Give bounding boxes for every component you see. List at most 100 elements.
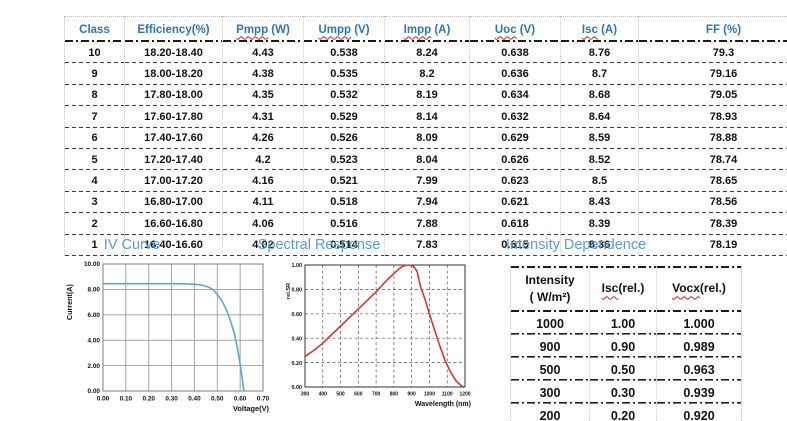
table-cell: 200 bbox=[510, 404, 590, 421]
table-cell: 4.35 bbox=[222, 84, 304, 107]
y-tick-label: 0.20 bbox=[292, 361, 303, 367]
table-cell: 8 bbox=[64, 84, 125, 107]
table-row: 200 0.20 0.920 bbox=[510, 404, 742, 421]
table-cell: 7.88 bbox=[384, 213, 470, 235]
column-header: FF (%) bbox=[638, 16, 787, 42]
table-row: 5 17.20-17.40 4.2 0.523 8.04 0.626 8.52 78.74 bbox=[64, 148, 787, 171]
intensity-table: Intensity( W/m²) Isc(rel.) Vocx(rel.) 1000… bbox=[510, 266, 742, 421]
table-cell: 0.920 bbox=[656, 404, 742, 421]
intensity-dependence-title: Intensity Dependence bbox=[505, 237, 647, 253]
table-row: 900 0.90 0.989 bbox=[510, 335, 742, 358]
table-cell: 1.00 bbox=[589, 312, 657, 335]
column-header: Vocx(rel.) bbox=[657, 266, 742, 312]
table-cell: 8.04 bbox=[384, 148, 470, 171]
table-cell: 1 bbox=[64, 234, 125, 256]
table-row: 4 17.00-17.20 4.16 0.521 7.99 0.623 8.5 78.65 bbox=[64, 170, 787, 192]
table-cell: 0.514 bbox=[303, 234, 385, 256]
plot-border bbox=[102, 263, 264, 392]
table-cell: 8.09 bbox=[384, 127, 470, 149]
table-cell: 16.60-16.80 bbox=[124, 213, 223, 235]
table-cell: 78.74 bbox=[638, 148, 787, 171]
table-cell: 0.634 bbox=[469, 84, 561, 107]
table-cell: 0.615 bbox=[469, 234, 561, 256]
table-cell: 7.99 bbox=[384, 170, 470, 192]
x-tick-label: 0.20 bbox=[142, 396, 155, 403]
x-tick-label: 1100 bbox=[442, 392, 453, 398]
y-tick-label: 10.00 bbox=[84, 261, 100, 268]
table-cell: 17.80-18.00 bbox=[124, 84, 223, 107]
class-table: Class Efficiency(%) Pmpp (W) Umpp (V) Impp (… bbox=[64, 16, 787, 256]
table-cell: 0.532 bbox=[303, 84, 385, 107]
x-axis-label: Voltage(V) bbox=[233, 404, 270, 413]
table-cell: 8.19 bbox=[384, 84, 470, 107]
iv-curve-title: IV Curve bbox=[103, 237, 161, 253]
table-cell: 78.19 bbox=[638, 234, 787, 256]
table-cell: 1000 bbox=[510, 312, 590, 335]
table-cell: 0.529 bbox=[303, 106, 385, 128]
table-cell: 0.989 bbox=[656, 335, 742, 358]
x-tick-label: 0.60 bbox=[234, 396, 247, 403]
table-cell: 8.2 bbox=[384, 63, 470, 85]
table-row: 2 16.60-16.80 4.06 0.516 7.88 0.618 8.39 78.39 bbox=[64, 213, 787, 235]
x-tick-label: 700 bbox=[372, 392, 381, 398]
table-cell: 0.939 bbox=[656, 381, 742, 404]
table-cell: 78.65 bbox=[638, 170, 787, 192]
x-tick-label: 600 bbox=[354, 392, 363, 398]
table-cell: 4.38 bbox=[222, 63, 304, 85]
table-cell: 8.76 bbox=[560, 42, 639, 64]
table-cell: 0.632 bbox=[469, 106, 561, 128]
table-cell: 8.43 bbox=[560, 191, 639, 214]
table-cell: 17.00-17.20 bbox=[124, 170, 223, 192]
table-cell: 0.516 bbox=[303, 213, 385, 235]
table-cell: 0.629 bbox=[469, 127, 561, 149]
curve-line bbox=[102, 282, 245, 392]
table-row: 500 0.50 0.963 bbox=[510, 358, 742, 381]
intensity-table-body: 1000 1.00 1.000 900 0.90 0.989 500 0.50 0.963 300… bbox=[510, 312, 742, 421]
table-cell: 0.618 bbox=[469, 213, 561, 235]
x-tick-label: 0.00 bbox=[97, 396, 110, 403]
table-cell: 500 bbox=[510, 358, 590, 381]
table-cell: 4.02 bbox=[222, 234, 304, 256]
table-cell: 5 bbox=[64, 148, 125, 171]
intensity-table-header-row: Intensity( W/m²) Isc(rel.) Vocx(rel.) bbox=[510, 266, 742, 312]
table-cell: 0.963 bbox=[656, 358, 742, 381]
table-cell: 0.638 bbox=[469, 42, 561, 64]
column-header: Efficiency(%) bbox=[124, 16, 223, 42]
iv-curve-chart: 0.00 0.10 0.20 0.30 0.40 0.50 0.60 0.70 0.00 2.00… bbox=[65, 261, 270, 413]
x-tick-label: 500 bbox=[336, 392, 345, 398]
table-cell: 4.26 bbox=[222, 127, 304, 149]
table-cell: 8.68 bbox=[560, 84, 639, 107]
y-axis-label: rel.SR bbox=[286, 283, 292, 299]
table-row: 3 16.80-17.00 4.11 0.518 7.94 0.621 8.43 78.56 bbox=[64, 191, 787, 214]
table-cell: 1.000 bbox=[656, 312, 742, 335]
table-cell: 4.2 bbox=[222, 148, 304, 171]
y-tick-label: 6.00 bbox=[88, 312, 101, 319]
x-tick-label: 400 bbox=[319, 392, 328, 398]
x-axis-label: Wavelength (nm) bbox=[415, 401, 471, 408]
y-tick-label: 0.60 bbox=[292, 312, 303, 318]
class-table-body: 10 18.20-18.40 4.43 0.538 8.24 0.638 8.76 79.3 9… bbox=[64, 42, 787, 256]
x-tick-label: 300 bbox=[301, 392, 310, 398]
table-cell: 0.538 bbox=[303, 42, 385, 64]
table-cell: 18.20-18.40 bbox=[124, 42, 223, 64]
column-header: Isc(rel.) bbox=[589, 266, 657, 312]
table-cell: 79.3 bbox=[638, 42, 787, 64]
table-cell: 18.00-18.20 bbox=[124, 63, 223, 85]
x-tick-label: 1000 bbox=[424, 392, 435, 398]
table-cell: 3 bbox=[64, 191, 125, 214]
table-cell: 8.7 bbox=[560, 63, 639, 85]
table-cell: 7 bbox=[64, 106, 125, 128]
table-row: 1000 1.00 1.000 bbox=[510, 312, 742, 335]
y-tick-label: 0.00 bbox=[292, 385, 303, 391]
x-tick-label: 0.50 bbox=[211, 396, 224, 403]
table-cell: 8.59 bbox=[560, 127, 639, 149]
table-cell: 8.36 bbox=[560, 234, 639, 256]
table-cell: 0.621 bbox=[469, 191, 561, 214]
table-row: 10 18.20-18.40 4.43 0.538 8.24 0.638 8.76 79.3 bbox=[64, 42, 787, 64]
curve-line bbox=[304, 264, 465, 388]
table-cell: 0.535 bbox=[303, 63, 385, 85]
table-cell: 0.623 bbox=[469, 170, 561, 192]
table-cell: 79.16 bbox=[638, 63, 787, 85]
y-tick-label: 8.00 bbox=[88, 287, 101, 294]
